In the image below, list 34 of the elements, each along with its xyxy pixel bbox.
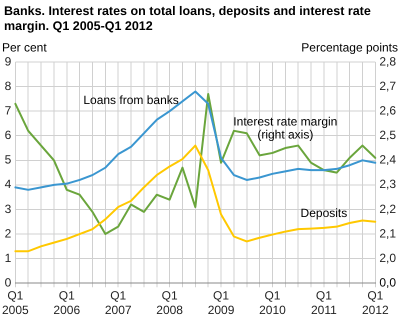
y-tick-label: 2 [4, 226, 12, 240]
text: 0,0 [379, 276, 396, 290]
series-label: Interest rate margin (right axis) [233, 114, 338, 142]
series-label: Loans from banks [83, 93, 179, 108]
y-tick-label: 9 [4, 54, 12, 68]
x-tick-label: Q1 2009 [208, 288, 235, 318]
y2-tick-label: 2,8 [379, 54, 396, 68]
y-tick-label: 6 [4, 128, 12, 142]
y-axis-title: Per cent [2, 40, 48, 54]
y-tick-label: 7 [4, 103, 12, 118]
x-tick-label: Q1 2010 [259, 288, 286, 318]
y-tick-label: 1 [4, 250, 12, 265]
chart-title: Banks. Interest rates on total loans, deposits and interest rate margin. Q1 2005-Q1 2012 [3, 3, 372, 35]
y2-tick-label: 2,0 [379, 250, 396, 265]
y2-axis-title: Percentage points [301, 40, 398, 54]
y2-tick-label: 2,4 [379, 152, 396, 167]
y2-tick-label: 2,1 [379, 226, 396, 240]
y-tick-label: 5 [4, 152, 12, 167]
y2-tick-label: 2,3 [379, 177, 396, 192]
x-tick-label: Q1 2007 [104, 288, 132, 318]
x-tick-label: Q1 2011 [310, 288, 338, 318]
x-tick-label: Q1 2008 [156, 288, 184, 318]
y-tick-label: 8 [4, 78, 12, 93]
y-tick-label: 0 [4, 276, 12, 290]
y2-tick-label: 2,5 [379, 128, 396, 142]
x-tick-label: Q1 2005 [2, 288, 30, 318]
y-tick-label: 4 [4, 177, 12, 192]
y-tick-label: 3 [4, 202, 12, 216]
x-tick-label: Q1 2012 [362, 288, 389, 318]
y2-tick-label: 2,6 [379, 103, 396, 118]
y2-tick-label: 2,2 [379, 202, 396, 216]
series-label: Deposits [300, 206, 348, 220]
y2-tick-label: 2,7 [379, 78, 396, 93]
x-tick-label: Q1 2006 [53, 288, 80, 318]
